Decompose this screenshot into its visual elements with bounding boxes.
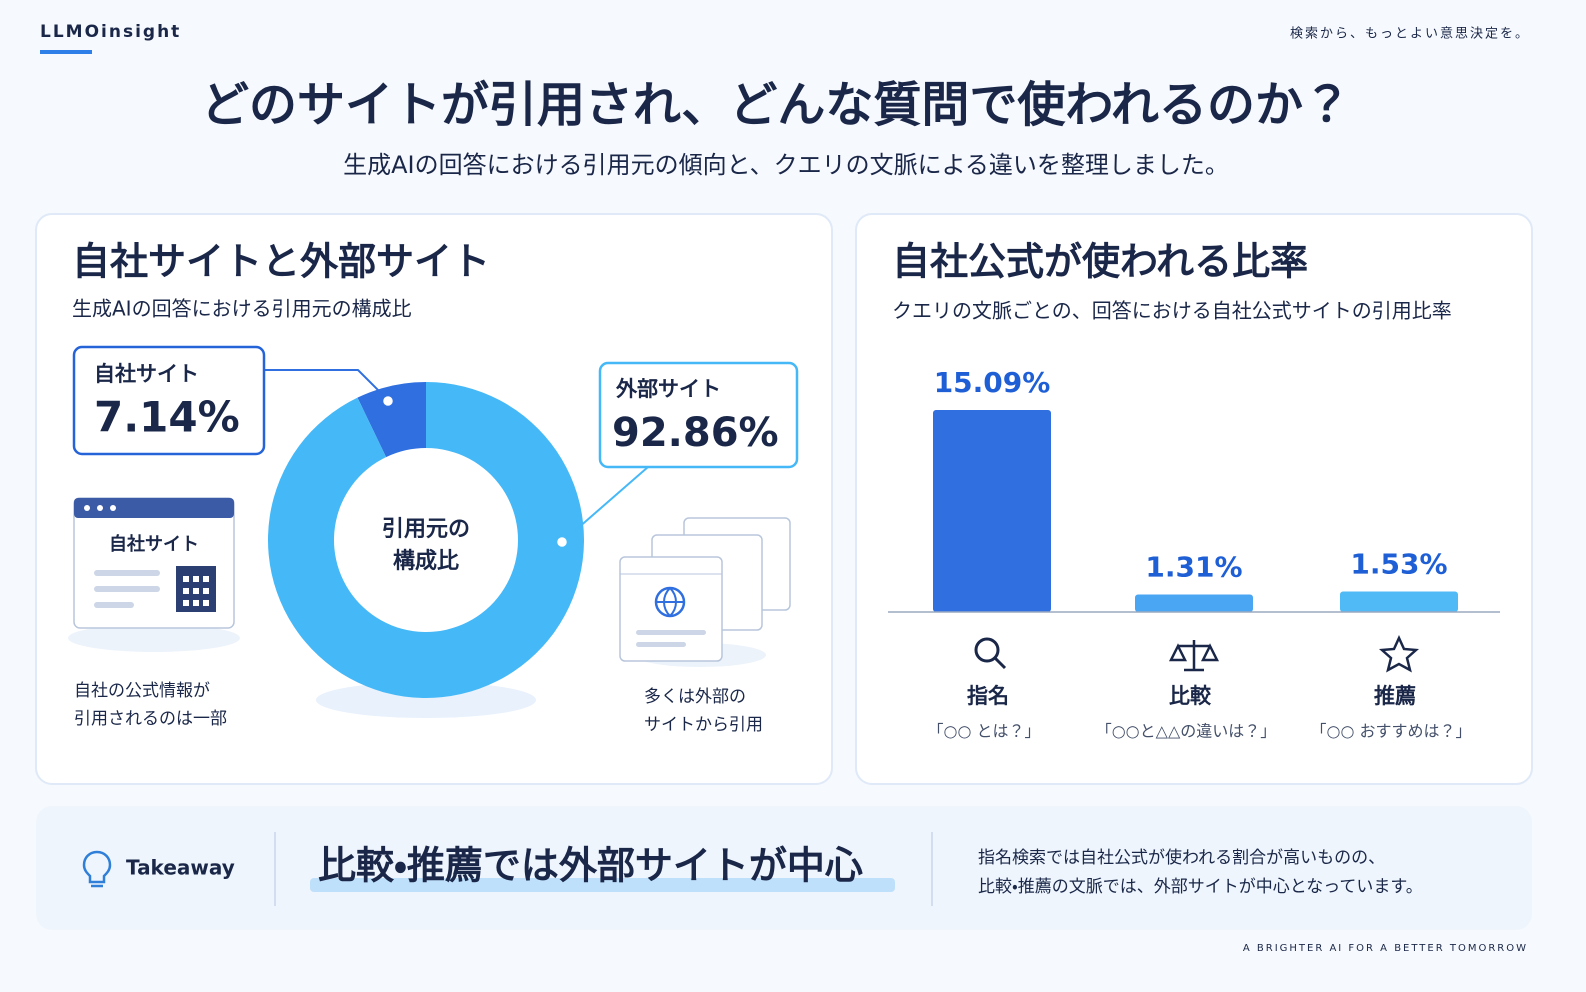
takeaway-body: 比較・推薦の文脈では、外部サイトが中心となっています。 — [978, 877, 1423, 897]
center-label: 引用元の — [382, 517, 470, 542]
callout — [72, 345, 266, 456]
query-example: 「○○ とは？」 — [927, 722, 1040, 741]
query-example: 「○○ おすすめは？」 — [1310, 722, 1471, 741]
pie-slice — [357, 382, 426, 458]
page-title: どのサイトが引用され、どんな質問で使われるのか？ — [201, 77, 1351, 133]
shadow — [68, 624, 240, 652]
takeaway-headline: 比較・推薦では外部サイトが中心 — [318, 844, 863, 888]
panel — [855, 213, 1533, 785]
connector-dot — [554, 534, 570, 550]
connector — [264, 369, 389, 401]
bulb-icon — [82, 850, 112, 888]
callout — [598, 361, 799, 469]
bar — [1340, 591, 1458, 612]
line-icon — [94, 586, 160, 592]
line-icon — [636, 630, 706, 635]
chart-title: 自社公式が使われる比率 — [892, 240, 1308, 284]
value-label: 7.14% — [94, 393, 240, 442]
dot — [84, 505, 90, 511]
bars: 15.09% 指名「○○ とは？」 1.31% 比較「○○と△△の違いは？」 1.53%… — [927, 366, 1471, 741]
highlight — [310, 878, 895, 892]
annotation: 自社の公式情報が — [74, 681, 210, 701]
brand: LLMOinsight — [40, 22, 181, 42]
bar — [1135, 594, 1253, 612]
search-icon-handle — [993, 656, 1007, 670]
brand-underline — [40, 50, 92, 54]
annotation: 引用されるのは一部 — [74, 709, 227, 729]
value-label: 1.31% — [1145, 550, 1242, 583]
search-icon — [974, 637, 1000, 663]
icon-label: 自社サイト — [109, 533, 199, 555]
legend-label: 外部サイト — [615, 377, 721, 401]
line-icon — [94, 602, 134, 608]
value-label: 92.86% — [612, 410, 779, 456]
chart-subtitle: クエリの文脈ごとの、回答における自社公式サイトの引用比率 — [892, 299, 1452, 323]
star-icon — [1378, 634, 1420, 673]
browser-bar — [74, 498, 234, 518]
value-label: 15.09% — [934, 366, 1051, 399]
dot — [97, 505, 103, 511]
page-subtitle: 生成AIの回答における引用元の傾向と、クエリの文脈による違いを整理しました。 — [343, 151, 1229, 179]
value-label: 1.53% — [1350, 548, 1447, 581]
icons — [974, 634, 1420, 673]
line-icon — [94, 570, 160, 576]
dot — [110, 505, 116, 511]
scale-icon — [1168, 640, 1220, 672]
legend-label: 自社サイト — [94, 362, 199, 386]
chart-subtitle: 生成AIの回答における引用元の構成比 — [72, 297, 412, 321]
annotation: 多くは外部の — [644, 687, 746, 707]
pie — [267, 382, 584, 699]
shadow — [316, 682, 536, 718]
takeaway-label: Takeaway — [126, 856, 235, 880]
takeaway-body: 指名検索では自社公式が使われる割合が高いものの、 — [978, 847, 1385, 868]
x-tick-label: 指名 — [967, 684, 1009, 708]
tagline: 検索から、もっとよい意思決定を。 — [1290, 27, 1530, 42]
x-tick-label: 比較 — [1169, 684, 1212, 708]
chart-title: 自社サイトと外部サイト — [72, 240, 490, 284]
query-example: 「○○と△△の違いは？」 — [1096, 722, 1277, 741]
takeaway-panel — [36, 806, 1532, 930]
building-windows — [183, 576, 209, 606]
connector-dot — [380, 393, 396, 409]
line-icon — [636, 642, 686, 647]
center-label: 構成比 — [393, 548, 459, 574]
pie-slice — [267, 382, 584, 699]
footer: A BRIGHTER AI FOR A BETTER TOMORROW — [1243, 943, 1528, 954]
connector — [561, 466, 649, 543]
annotation: サイトから引用 — [644, 715, 763, 735]
bar — [933, 410, 1051, 612]
globe-lines — [656, 587, 684, 617]
x-tick-label: 推薦 — [1374, 684, 1416, 708]
